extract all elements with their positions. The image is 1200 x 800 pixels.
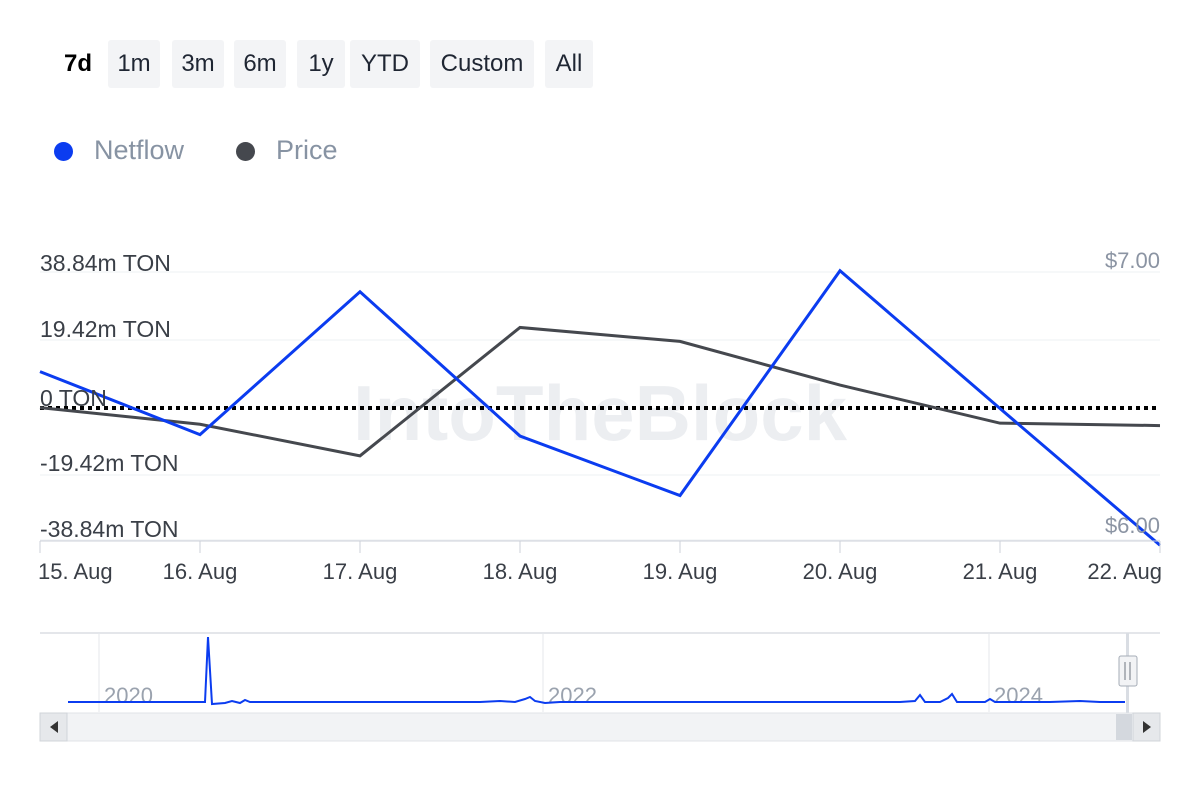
navigator-year-label: 2022 (548, 683, 597, 708)
price-line (39, 325, 1161, 458)
scrollbar-track[interactable] (39, 712, 1161, 742)
y-right-tick-label: $6.00 (1105, 513, 1160, 538)
range-button-custom[interactable]: Custom (430, 40, 534, 88)
navigator: 2020 2022 2024 (39, 632, 1161, 742)
x-tick-label: 16. Aug (163, 559, 238, 584)
range-button-1y[interactable]: 1y (297, 40, 345, 88)
x-axis: 15. Aug 16. Aug 17. Aug 18. Aug 19. Aug 20. A… (38, 540, 1162, 584)
range-button-ytd[interactable]: YTD (350, 40, 420, 88)
y-left-tick-label: -38.84m TON (40, 516, 178, 542)
x-tick-label: 18. Aug (483, 559, 558, 584)
navigator-year-label: 2024 (994, 683, 1043, 708)
range-button-3m[interactable]: 3m (172, 40, 224, 88)
legend-dot-netflow (54, 142, 73, 161)
navigator-series (68, 636, 1125, 706)
legend-label-price: Price (276, 135, 338, 165)
y-left-tick-label: 38.84m TON (40, 250, 171, 276)
scrollbar-thumb[interactable] (1116, 714, 1132, 740)
series-layer (39, 268, 1161, 547)
x-tick-label: 21. Aug (963, 559, 1038, 584)
y-left-tick-label: 19.42m TON (40, 316, 171, 342)
y-axis-right: $7.00 $6.00 (1105, 248, 1160, 538)
watermark: IntoTheBlock (353, 369, 848, 457)
y-left-tick-label: 0 TON (40, 385, 107, 411)
grid-lines (40, 271, 1160, 541)
range-button-7d[interactable]: 7d (52, 40, 104, 88)
netflow-line (39, 268, 1161, 547)
navigator-handle[interactable] (1118, 655, 1138, 687)
x-tick-label: 15. Aug (38, 559, 113, 584)
x-tick-label: 22. Aug (1087, 559, 1162, 584)
y-left-tick-label: -19.42m TON (40, 450, 178, 476)
x-tick-label: 17. Aug (323, 559, 398, 584)
range-button-6m[interactable]: 6m (234, 40, 286, 88)
y-axis-left: 38.84m TON 19.42m TON 0 TON -19.42m TON -38.… (40, 250, 178, 542)
legend-dot-price (236, 142, 255, 161)
x-tick-label: 19. Aug (643, 559, 718, 584)
navigator-year-label: 2020 (104, 683, 153, 708)
chevron-right-icon (1143, 721, 1151, 733)
chevron-left-icon (50, 721, 58, 733)
y-right-tick-label: $7.00 (1105, 248, 1160, 273)
x-tick-label: 20. Aug (803, 559, 878, 584)
legend-label-netflow: Netflow (94, 135, 185, 165)
range-button-all[interactable]: All (545, 40, 593, 88)
range-button-1m[interactable]: 1m (108, 40, 160, 88)
